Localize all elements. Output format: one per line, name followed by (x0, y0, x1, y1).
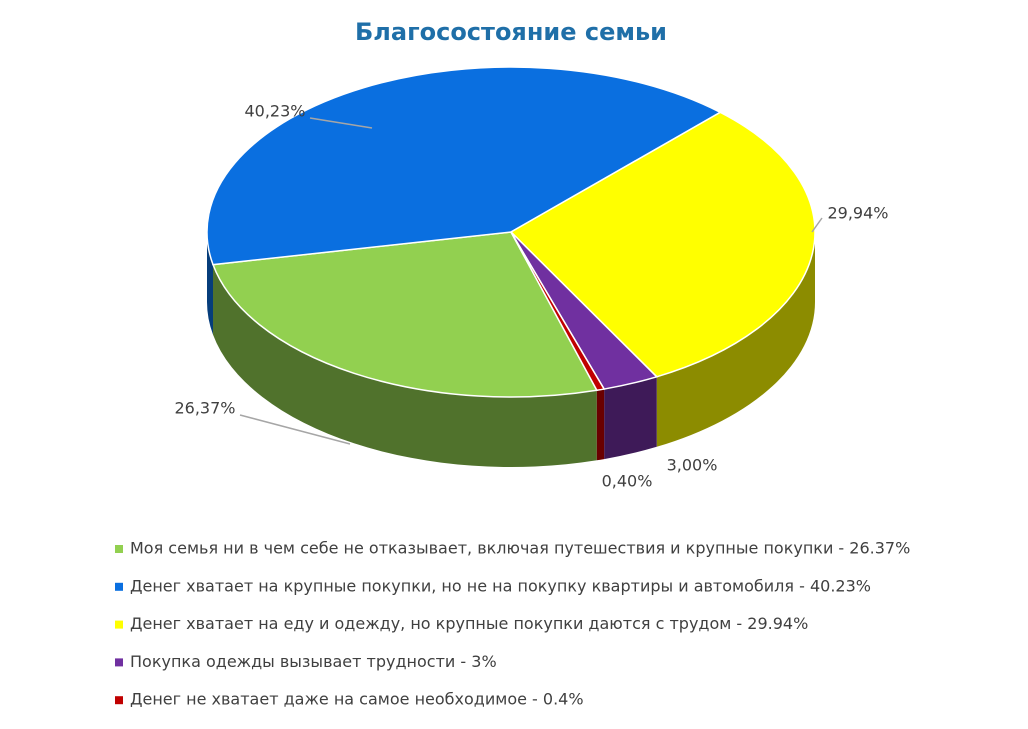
slice-side (213, 264, 597, 467)
data-label: 29,94% (827, 204, 888, 223)
legend-marker (115, 582, 123, 591)
legend-label: Денег не хватает даже на самое необходим… (130, 690, 584, 709)
leader-line (239, 414, 351, 445)
legend-label: Денег хватает на еду и одежду, но крупны… (130, 614, 808, 633)
slice-side (604, 376, 657, 460)
leader-line (811, 217, 823, 233)
slice-side (656, 232, 815, 447)
slice (510, 231, 606, 392)
data-label: 26,37% (174, 399, 235, 418)
legend-label: Моя семья ни в чем себе не отказывает, в… (130, 539, 910, 558)
chart-title: Благосостояние семьи (355, 18, 667, 46)
slice-side (596, 389, 605, 461)
slice (211, 231, 598, 398)
legend-marker (115, 696, 123, 705)
legend-marker (115, 545, 123, 553)
slice-side (207, 232, 214, 335)
legend-label: Покупка одежды вызывает трудности - 3% (130, 652, 497, 671)
leader-line (309, 117, 373, 129)
data-label: 3,00% (667, 456, 718, 475)
slice (509, 111, 816, 378)
data-label: 0,40% (602, 472, 653, 491)
slice (206, 66, 722, 266)
legend-label: Денег хватает на крупные покупки, но не … (130, 576, 871, 595)
legend-marker (115, 658, 123, 667)
legend-marker (115, 620, 123, 629)
data-label: 40,23% (244, 102, 305, 121)
